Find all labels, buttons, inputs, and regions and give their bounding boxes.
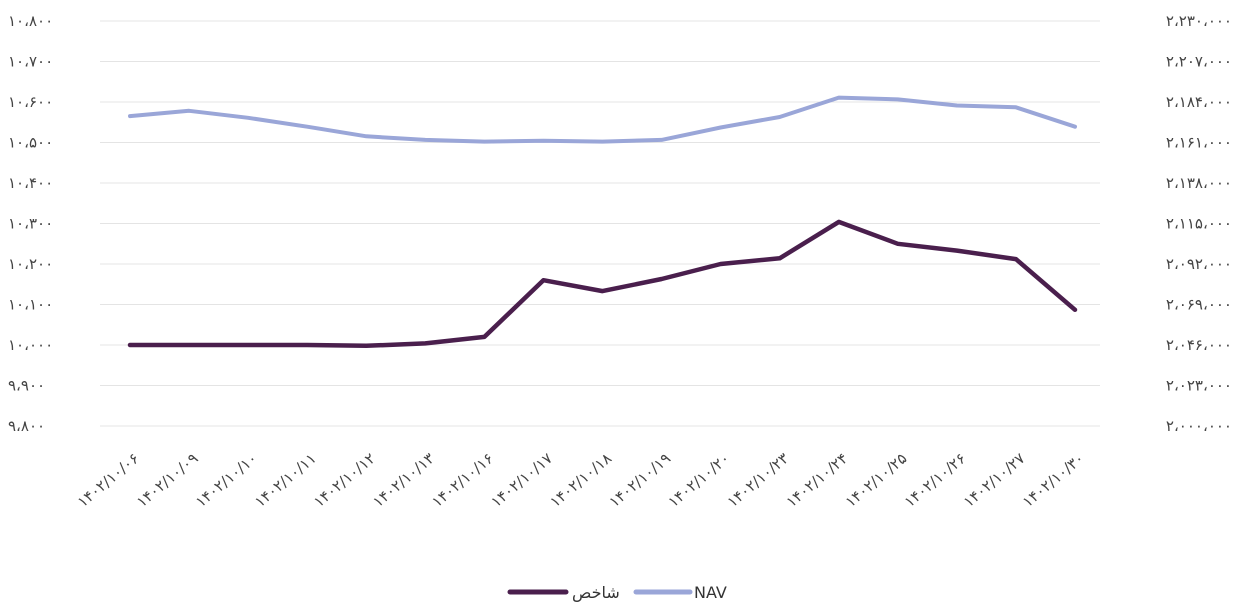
x-tick-label: ۱۴۰۲/۱۰/۲۷ — [960, 449, 1029, 511]
right-y-tick-label: ۲،۰۲۳،۰۰۰ — [1166, 377, 1232, 395]
data-point-index — [837, 220, 841, 224]
right-y-tick-label: ۲،۱۳۸،۰۰۰ — [1166, 174, 1232, 192]
right-y-axis: ۲،۰۰۰،۰۰۰ ۲،۰۲۳،۰۰۰ ۲،۰۴۶،۰۰۰ ۲،۰۶۹،۰۰۰ ۲،۰۹… — [1166, 12, 1232, 435]
x-tick-label: ۱۴۰۲/۱۰/۱۸ — [546, 449, 615, 511]
x-tick-label: ۱۴۰۲/۱۰/۰۹ — [133, 449, 202, 511]
data-point-index — [482, 335, 486, 339]
left-y-tick-label: ۱۰،۸۰۰ — [8, 12, 53, 30]
left-y-tick-label: ۱۰،۰۰۰ — [8, 336, 53, 354]
data-point-nav — [128, 114, 132, 118]
x-tick-label: ۱۴۰۲/۱۰/۱۹ — [605, 449, 674, 511]
data-point-nav — [660, 138, 664, 142]
right-y-tick-label: ۲،۲۰۷،۰۰۰ — [1166, 53, 1232, 71]
data-point-nav — [364, 134, 368, 138]
data-point-index — [955, 249, 959, 253]
right-y-tick-label: ۲،۱۱۵،۰۰۰ — [1166, 215, 1232, 233]
data-point-index — [246, 343, 250, 347]
right-y-tick-label: ۲،۲۳۰،۰۰۰ — [1166, 12, 1232, 30]
left-y-tick-label: ۱۰،۷۰۰ — [8, 53, 53, 71]
data-point-nav — [955, 104, 959, 108]
series-lines — [127, 95, 1078, 349]
data-point-nav — [778, 115, 782, 119]
right-y-tick-label: ۲،۰۶۹،۰۰۰ — [1166, 296, 1232, 314]
right-y-tick-label: ۲،۰۴۶،۰۰۰ — [1166, 336, 1232, 354]
right-y-tick-label: ۲،۱۶۱،۰۰۰ — [1166, 134, 1232, 152]
data-point-index — [719, 262, 723, 266]
x-tick-label: ۱۴۰۲/۱۰/۲۵ — [842, 449, 911, 511]
data-point-index — [541, 278, 545, 282]
data-point-index — [305, 343, 309, 347]
data-point-nav — [246, 116, 250, 120]
legend-label-index: شاخص — [572, 583, 620, 603]
data-point-index — [660, 277, 664, 281]
data-point-index — [896, 242, 900, 246]
left-y-axis: ۹،۸۰۰ ۹،۹۰۰ ۱۰،۰۰۰ ۱۰،۱۰۰ ۱۰،۲۰۰ ۱۰،۳۰۰ ۱۰،۴۰۰… — [8, 12, 53, 435]
data-point-nav — [719, 126, 723, 130]
right-y-tick-label: ۲،۱۸۴،۰۰۰ — [1166, 93, 1232, 111]
x-tick-label: ۱۴۰۲/۱۰/۱۳ — [369, 449, 438, 511]
data-point-index — [1073, 308, 1077, 312]
data-point-index — [364, 344, 368, 348]
data-point-index — [601, 289, 604, 293]
left-y-tick-label: ۱۰،۶۰۰ — [8, 93, 53, 111]
x-tick-label: ۱۴۰۲/۱۰/۱۲ — [310, 449, 379, 511]
left-y-tick-label: ۱۰،۲۰۰ — [8, 255, 53, 273]
left-y-tick-label: ۹،۸۰۰ — [8, 417, 45, 435]
x-axis: ۱۴۰۲/۱۰/۰۶۱۴۰۲/۱۰/۰۹۱۴۰۲/۱۰/۱۰۱۴۰۲/۱۰/۱۱… — [74, 449, 1088, 511]
series-line-index — [127, 219, 1078, 349]
data-point-nav — [423, 138, 427, 142]
x-tick-label: ۱۴۰۲/۱۰/۱۷ — [487, 449, 556, 511]
data-point-nav — [482, 140, 486, 144]
x-tick-label: ۱۴۰۲/۱۰/۱۰ — [192, 449, 261, 511]
data-point-nav — [305, 125, 309, 129]
data-point-index — [778, 256, 782, 260]
x-tick-label: ۱۴۰۲/۱۰/۲۴ — [783, 449, 852, 511]
data-point-nav — [837, 96, 841, 100]
data-point-index — [187, 343, 191, 347]
x-tick-label: ۱۴۰۲/۱۰/۰۶ — [74, 449, 143, 511]
left-y-tick-label: ۱۰،۵۰۰ — [8, 134, 53, 152]
x-tick-label: ۱۴۰۲/۱۰/۲۰ — [665, 449, 734, 511]
gridlines — [100, 20, 1100, 427]
x-tick-label: ۱۴۰۲/۱۰/۲۳ — [724, 449, 793, 511]
x-tick-label: ۱۴۰۲/۱۰/۳۰ — [1019, 449, 1088, 511]
right-y-tick-label: ۲،۰۹۲،۰۰۰ — [1166, 255, 1232, 273]
left-y-tick-label: ۹،۹۰۰ — [8, 377, 45, 395]
x-tick-label: ۱۴۰۲/۱۰/۱۱ — [251, 449, 320, 511]
data-point-nav — [601, 140, 604, 144]
legend-label-nav: NAV — [694, 583, 727, 602]
left-y-tick-label: ۱۰،۳۰۰ — [8, 215, 53, 233]
data-point-nav — [1073, 125, 1077, 129]
legend: شاخص NAV — [507, 583, 727, 603]
data-point-nav — [541, 139, 545, 143]
data-point-nav — [1014, 105, 1018, 109]
data-point-index — [1014, 257, 1018, 261]
x-tick-label: ۱۴۰۲/۱۰/۱۶ — [428, 449, 497, 511]
left-y-tick-label: ۱۰،۱۰۰ — [8, 296, 53, 314]
series-line-nav — [128, 95, 1077, 144]
left-y-tick-label: ۱۰،۴۰۰ — [8, 174, 53, 192]
x-tick-label: ۱۴۰۲/۱۰/۲۶ — [901, 449, 970, 511]
data-point-nav — [896, 97, 900, 101]
right-y-tick-label: ۲،۰۰۰،۰۰۰ — [1166, 417, 1232, 435]
data-point-nav — [187, 109, 191, 113]
data-point-index — [128, 343, 132, 347]
data-point-index — [423, 341, 427, 345]
